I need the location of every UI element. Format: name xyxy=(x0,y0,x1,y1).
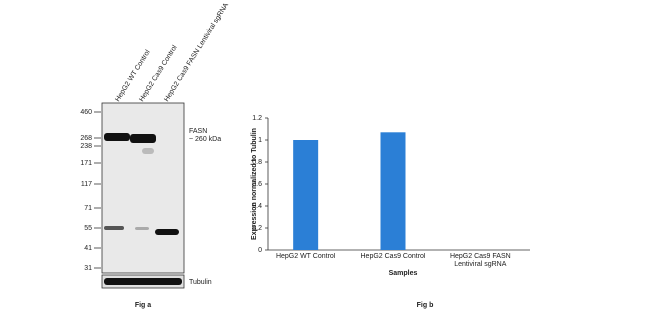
y-tick-label: 1.2 xyxy=(252,115,262,122)
band xyxy=(142,148,154,154)
band xyxy=(155,229,179,235)
loading-control: Tubulin xyxy=(189,279,212,286)
band xyxy=(104,278,182,285)
y-tick-label: 0.4 xyxy=(252,203,262,210)
x-tick-label-box: HepG2 WT Control xyxy=(275,253,336,260)
target-label: FASN xyxy=(189,128,207,135)
marker-label: 117 xyxy=(81,181,92,188)
marker-label: 171 xyxy=(80,160,92,167)
caption: Fig a xyxy=(135,302,151,309)
bar xyxy=(293,140,319,250)
x-tick-label: HepG2 WT Control xyxy=(275,253,336,260)
marker-label: 268 xyxy=(80,135,92,142)
y-tick-label: 0 xyxy=(258,247,262,254)
x-tick-label: HepG2 Cas9 FASN Lentiviral sgRNA xyxy=(449,253,511,268)
marker-label: 460 xyxy=(80,109,92,116)
x-axis-label: Samples xyxy=(389,270,418,277)
y-axis-label: Expression normalized to Tubulin xyxy=(251,128,258,240)
y-tick-label: 1 xyxy=(258,137,262,144)
marker-label: 71 xyxy=(84,205,92,212)
target-size: ~ 260 kDa xyxy=(189,136,221,143)
band xyxy=(130,134,156,143)
caption: Fig b xyxy=(417,302,434,309)
y-tick-label: 0.6 xyxy=(252,181,262,188)
marker-label: 238 xyxy=(80,143,92,150)
x-tick-label: HepG2 Cas9 Control xyxy=(360,253,426,260)
x-tick-label-box: HepG2 Cas9 Control xyxy=(360,253,426,260)
band xyxy=(135,227,149,230)
y-tick-label: 0.2 xyxy=(252,225,262,232)
y-tick-label: 0.8 xyxy=(252,159,262,166)
marker-label: 41 xyxy=(84,245,92,252)
band xyxy=(104,226,124,230)
band xyxy=(104,133,130,141)
x-tick-label-box: HepG2 Cas9 FASN Lentiviral sgRNA xyxy=(449,253,511,268)
blot-membrane xyxy=(101,102,185,274)
marker-label: 55 xyxy=(84,225,92,232)
marker-label: 31 xyxy=(84,265,92,272)
bar xyxy=(380,132,406,250)
